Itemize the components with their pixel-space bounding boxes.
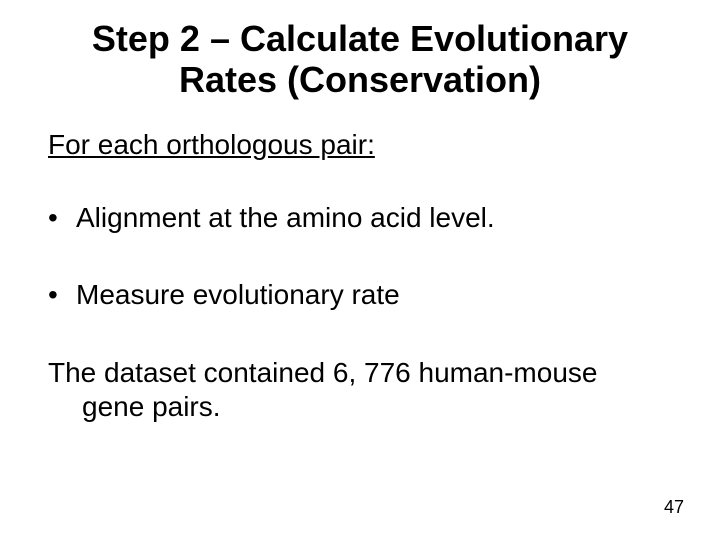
title-line-2: Rates (Conservation) <box>179 59 541 100</box>
list-item-text: Alignment at the amino acid level. <box>76 202 495 233</box>
title-line-1: Step 2 – Calculate Evolutionary <box>92 18 628 59</box>
list-item: Alignment at the amino acid level. <box>48 201 672 235</box>
subheading: For each orthologous pair: <box>48 129 672 161</box>
page-title: Step 2 – Calculate Evolutionary Rates (C… <box>48 18 672 101</box>
slide: Step 2 – Calculate Evolutionary Rates (C… <box>0 0 720 540</box>
body-paragraph: The dataset contained 6, 776 human-mouse… <box>48 356 672 423</box>
list-item: Measure evolutionary rate <box>48 278 672 312</box>
bullet-list: Alignment at the amino acid level. Measu… <box>48 201 672 312</box>
page-number: 47 <box>664 497 684 518</box>
paragraph-line-1: The dataset contained 6, 776 human-mouse <box>48 357 597 388</box>
list-item-text: Measure evolutionary rate <box>76 279 400 310</box>
paragraph-line-2: gene pairs. <box>48 390 672 424</box>
